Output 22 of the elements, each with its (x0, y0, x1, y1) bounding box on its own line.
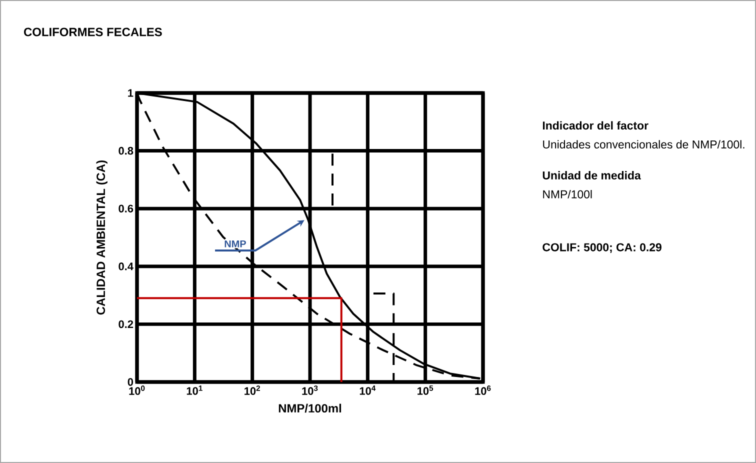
x-tick-label: 10$^{6}$ (475, 386, 491, 395)
text: Unidad de medida (542, 171, 641, 180)
x-tick-label: 10$^{1}$ (186, 386, 202, 395)
x-tick-label: 10$^{0}$ (129, 386, 145, 395)
y-axis-title: CALIDAD AMBIENTAL (CA) (96, 160, 108, 315)
x-tick-label: 10$^{4}$ (360, 386, 376, 395)
y-tick-label: 0.2 (118, 320, 134, 328)
chart-title: COLIFORMES FECALES (24, 28, 162, 36)
y-tick-label: 0.8 (118, 146, 134, 155)
y-tick-label: 0 (128, 378, 134, 386)
annotation: NMP (224, 240, 246, 248)
text: COLIF: 5000; CA: 0.29 (542, 243, 662, 253)
x-tick-label: 10$^{3}$ (302, 386, 318, 395)
y-tick-label: 0.4 (118, 262, 134, 270)
y-tick-label: 1 (128, 89, 134, 97)
text: Indicador del factor (542, 121, 648, 130)
x-axis-title: NMP/100ml (278, 404, 342, 413)
text: Unidades convencionales de NMP/100l. (543, 140, 744, 149)
x-tick-label: 10$^{2}$ (244, 386, 260, 395)
x-tick-label: 10$^{5}$ (418, 386, 434, 395)
text: NMP/100l (543, 190, 592, 198)
y-tick-label: 0.6 (118, 204, 134, 212)
